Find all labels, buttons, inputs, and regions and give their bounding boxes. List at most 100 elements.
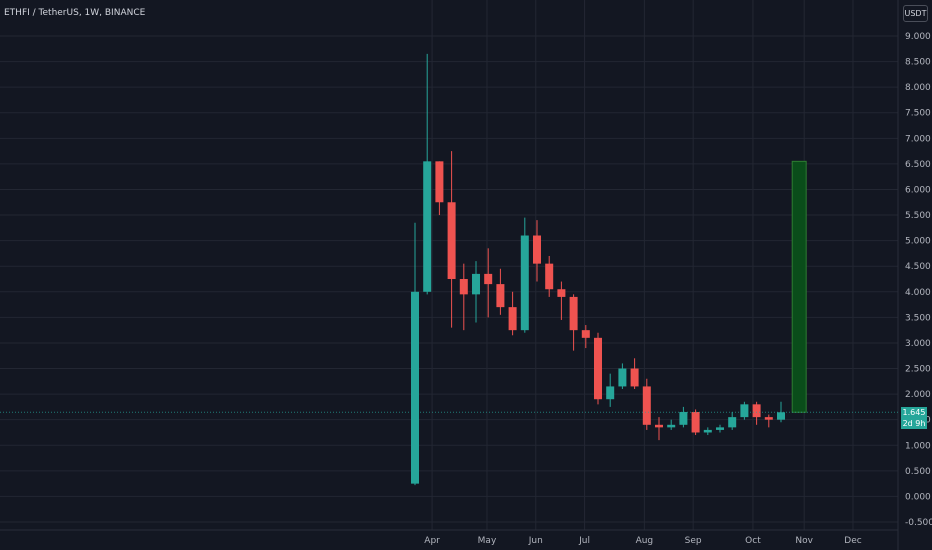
candle-body (630, 368, 639, 387)
y-tick-label: 2.000 (905, 390, 931, 400)
price-tag-countdown: 2d 9h (902, 419, 926, 428)
candle (533, 220, 541, 282)
y-tick-label: -0.500 (905, 518, 932, 528)
candle-body (423, 161, 432, 292)
candle (630, 358, 639, 389)
y-tick-label: 8.000 (905, 83, 931, 93)
x-tick-label: Nov (795, 536, 813, 546)
candle (594, 332, 602, 405)
candle (679, 406, 688, 428)
y-tick-label: 6.500 (905, 160, 931, 170)
candle-body (569, 296, 578, 331)
candle (435, 161, 444, 216)
candle (472, 261, 480, 323)
x-tick-label: Dec (844, 536, 861, 546)
candle-body (508, 307, 517, 331)
candle (569, 294, 578, 351)
candle (728, 412, 737, 430)
candle-body (752, 404, 761, 418)
candle (508, 291, 517, 336)
candle-body (642, 386, 651, 425)
y-tick-label: 1.000 (905, 441, 931, 451)
symbol-title: ETHFI / TetherUS, 1W, BINANCE (4, 8, 146, 18)
x-tick-label: Sep (685, 536, 702, 546)
candle-body (606, 386, 615, 400)
y-tick-label: 7.000 (905, 134, 931, 144)
y-tick-label: 8.500 (905, 58, 931, 68)
x-tick-label: Jul (578, 536, 590, 546)
candle-body (740, 404, 749, 418)
candle (752, 401, 761, 425)
candles (411, 53, 785, 486)
candle-body (716, 427, 724, 430)
x-tick-label: Aug (636, 536, 654, 546)
candle-body (581, 330, 590, 338)
y-tick-label: 6.000 (905, 185, 931, 195)
candle-body (764, 417, 773, 420)
candle (655, 417, 663, 441)
y-tick-label: 4.500 (905, 262, 931, 272)
candle (716, 424, 724, 433)
candle-body (472, 273, 480, 295)
candle-body (618, 368, 627, 387)
y-tick-label: 5.500 (905, 211, 931, 221)
y-tick-label: 9.000 (905, 32, 931, 42)
y-axis: 9.000 8.500 8.000 7.500 7.000 6.500 6.000 5.500… (905, 32, 932, 528)
candle-body (484, 273, 493, 285)
price-tag: 1.645 2d 9h (901, 407, 927, 429)
candle-body (703, 429, 712, 433)
y-tick-label: 3.000 (905, 339, 931, 349)
x-axis: Apr May Jun Jul Aug Sep Oct Nov Dec (424, 536, 861, 546)
candle-body (655, 424, 663, 428)
y-tick-label: 2.500 (905, 365, 931, 375)
candle-body (557, 289, 566, 297)
candle (423, 53, 432, 295)
candle-body (435, 161, 444, 203)
y-tick-label: 4.000 (905, 288, 931, 298)
candle-body (533, 235, 541, 264)
candle (520, 217, 529, 333)
candle-body (496, 284, 505, 308)
grid (0, 0, 899, 550)
y-tick-label: 3.500 (905, 313, 931, 323)
candle (691, 409, 700, 436)
currency-button[interactable]: USDT (903, 5, 928, 22)
candle (459, 263, 468, 331)
candle (740, 401, 749, 420)
candle-body (459, 279, 468, 295)
y-tick-label: 5.000 (905, 237, 931, 247)
candle-body (679, 412, 688, 425)
candle-body (667, 424, 676, 428)
candle-body (411, 291, 419, 484)
candle (581, 325, 590, 349)
y-tick-label: 7.500 (905, 109, 931, 119)
candle (642, 378, 651, 430)
candle-body (520, 235, 529, 331)
candle (703, 427, 712, 436)
candle (496, 268, 505, 315)
candle (618, 363, 627, 389)
x-tick-label: Jun (528, 536, 543, 546)
projection-layer (791, 160, 807, 413)
candle-body (777, 412, 785, 420)
y-tick-label: 0.500 (905, 467, 931, 477)
candle (411, 222, 419, 486)
price-tag-value: 1.645 (902, 408, 926, 417)
candle (606, 373, 615, 407)
candle-body (447, 202, 456, 279)
x-tick-label: Oct (745, 536, 761, 546)
target-projection-box (791, 160, 807, 413)
x-tick-label: Apr (424, 536, 440, 546)
candle-body (545, 263, 554, 290)
y-tick-label: 0.000 (905, 492, 931, 502)
candle (667, 419, 676, 430)
candle-body (691, 412, 700, 433)
candle (484, 248, 493, 318)
candle (557, 281, 566, 320)
candle-body (728, 417, 737, 428)
candle (447, 151, 456, 328)
candle (764, 414, 773, 428)
candle-body (594, 337, 602, 400)
